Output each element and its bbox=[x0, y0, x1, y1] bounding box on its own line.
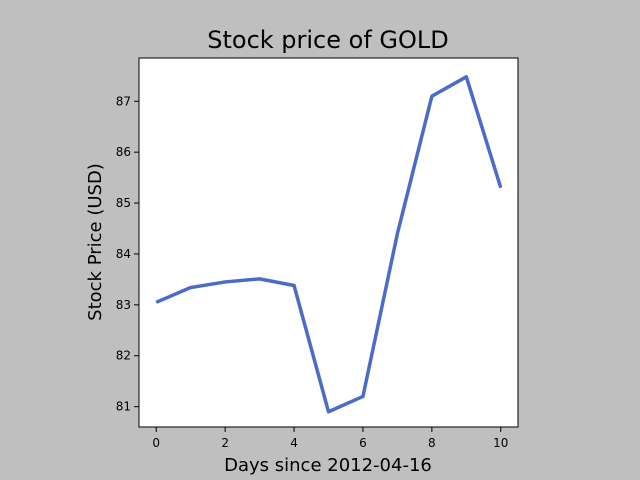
chart-title: Stock price of GOLD bbox=[207, 26, 449, 54]
series-group bbox=[155, 75, 503, 414]
y-tick-label: 83 bbox=[116, 298, 131, 312]
y-tick-label: 84 bbox=[116, 247, 131, 261]
axis-ticks: 0 2 4 6 8 10 81 82 83 84 85 86 87 bbox=[116, 94, 509, 450]
x-tick-label: 2 bbox=[221, 436, 229, 450]
x-tick-label: 10 bbox=[493, 436, 508, 450]
y-tick-label: 86 bbox=[116, 145, 131, 159]
y-axis-label: Stock Price (USD) bbox=[85, 163, 106, 321]
plot-frame bbox=[138, 57, 519, 428]
x-tick-label: 0 bbox=[152, 436, 160, 450]
y-tick-label: 81 bbox=[116, 400, 131, 414]
x-tick-label: 8 bbox=[428, 436, 436, 450]
y-tick-label: 82 bbox=[116, 349, 131, 363]
y-tick-label: 87 bbox=[116, 94, 131, 108]
y-tick-label: 85 bbox=[116, 196, 131, 210]
x-tick-label: 6 bbox=[359, 436, 367, 450]
x-axis-label: Days since 2012-04-16 bbox=[224, 455, 432, 476]
series-line-0 bbox=[155, 75, 503, 414]
plot-area bbox=[139, 58, 518, 427]
x-tick-label: 4 bbox=[290, 436, 298, 450]
